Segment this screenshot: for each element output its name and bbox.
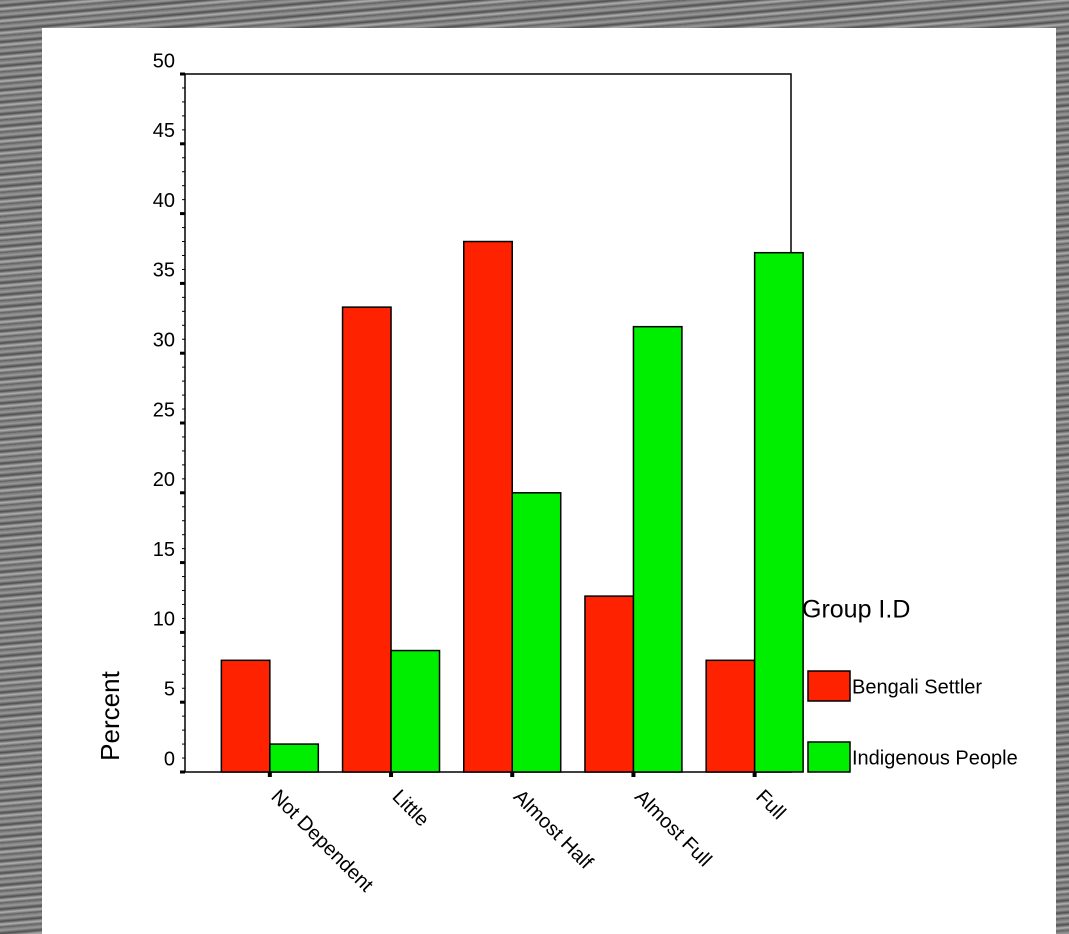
panel <box>42 28 1056 934</box>
legend-title: Group I.D <box>802 596 910 624</box>
y-tick-label: 50 <box>153 50 175 72</box>
y-tick-label: 0 <box>164 748 175 770</box>
legend-swatch <box>808 742 850 772</box>
bar <box>270 744 318 772</box>
legend-label: Indigenous People <box>852 747 1018 769</box>
bar <box>464 242 512 772</box>
legend-label: Bengali Settler <box>852 676 982 698</box>
y-tick-label: 25 <box>153 399 175 421</box>
bar <box>633 327 681 772</box>
y-tick-label: 20 <box>153 469 175 491</box>
y-tick-label: 10 <box>153 609 175 631</box>
y-tick-label: 35 <box>153 260 175 282</box>
bar <box>512 493 560 772</box>
y-tick-label: 45 <box>153 120 175 142</box>
bar <box>706 660 754 772</box>
page: Percent Group I.D 05101520253035404550No… <box>0 0 1069 934</box>
y-axis-label: Percent <box>95 670 125 760</box>
bar <box>391 651 439 772</box>
y-tick-label: 15 <box>153 539 175 561</box>
bar <box>755 253 803 772</box>
chart: Percent Group I.D 05101520253035404550No… <box>0 0 1069 934</box>
bar <box>343 307 391 772</box>
y-tick-label: 30 <box>153 329 175 351</box>
bar <box>585 596 633 772</box>
legend-swatch <box>808 671 850 701</box>
bar <box>221 660 269 772</box>
y-tick-label: 5 <box>164 678 175 700</box>
y-tick-label: 40 <box>153 190 175 212</box>
